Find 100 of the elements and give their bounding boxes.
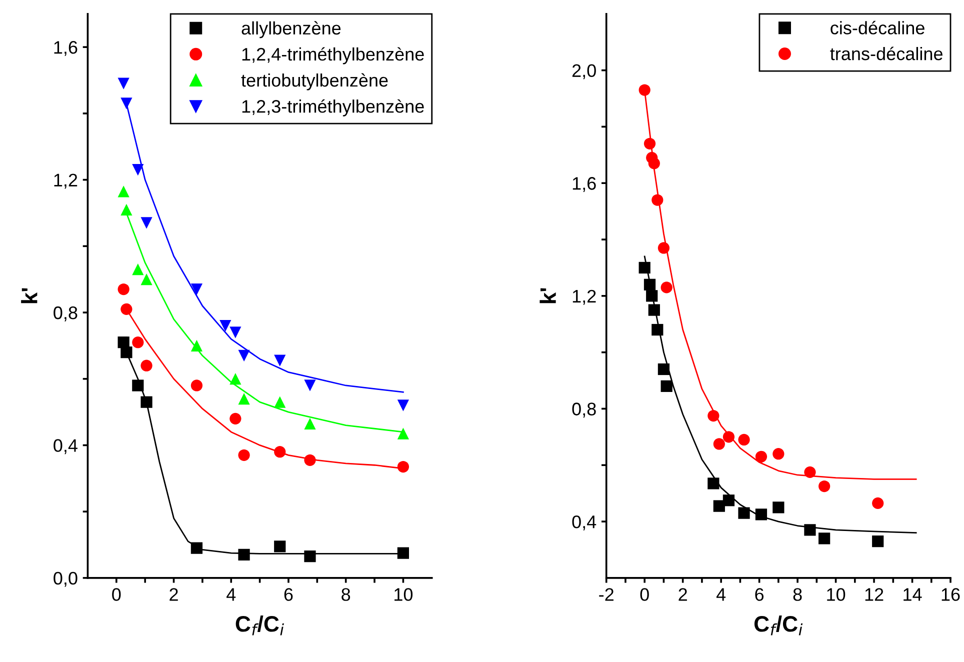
point	[304, 418, 316, 430]
point	[772, 502, 784, 514]
point	[397, 400, 410, 412]
x-axis-title: C$_{f}$/C$_{i}$	[754, 615, 803, 636]
point	[140, 274, 152, 286]
point	[120, 346, 132, 358]
point	[872, 497, 884, 510]
legend-label: 1,2,3-triméthylbenzène	[242, 99, 424, 116]
point	[397, 428, 410, 440]
point	[118, 283, 130, 296]
x-tick-label: 0	[640, 588, 649, 601]
y-tick-label: 1,6	[54, 41, 78, 56]
point	[660, 282, 672, 294]
point	[304, 550, 316, 562]
point	[638, 84, 650, 96]
y-tick-label: 1,2	[54, 174, 78, 189]
point	[118, 186, 130, 198]
point	[190, 340, 203, 352]
y-tick-label: 1,6	[572, 177, 596, 192]
point	[190, 283, 203, 296]
x-axis-title: C$_{f}$/C$_{i}$	[236, 615, 284, 636]
point	[738, 434, 750, 446]
point	[238, 449, 250, 461]
legend-label: allylbenzène	[242, 21, 341, 38]
point	[230, 326, 242, 338]
x-tick-label: 0	[112, 588, 121, 601]
point	[713, 438, 725, 450]
point	[658, 363, 670, 376]
y-tick-label: 0,8	[54, 306, 78, 322]
y-tick-label: 1,2	[572, 290, 596, 305]
y-tick-label: 0,8	[572, 402, 596, 418]
x-tick-label: 6	[284, 588, 293, 601]
point	[140, 217, 152, 229]
point	[120, 204, 132, 216]
point	[238, 350, 250, 362]
point	[397, 547, 410, 559]
point	[274, 354, 286, 366]
x-tick-label: 12	[865, 588, 884, 601]
x-tick-label: 14	[904, 588, 922, 601]
point	[238, 548, 250, 561]
point	[722, 431, 735, 443]
point	[738, 507, 750, 519]
point	[804, 524, 816, 536]
point	[238, 392, 250, 405]
y-tick-label: 2,0	[572, 64, 596, 80]
point	[274, 396, 286, 408]
legend-label: tertiobutylbenzène	[241, 73, 388, 90]
x-tick-label: 4	[226, 588, 236, 601]
point	[304, 380, 316, 392]
x-tick-label: 4	[716, 588, 726, 601]
point	[772, 448, 784, 460]
x-tick-label: 2	[170, 588, 178, 601]
point	[804, 466, 816, 478]
point	[190, 380, 203, 392]
point	[397, 460, 410, 473]
point	[660, 380, 672, 392]
x-tick-label: 8	[342, 588, 350, 601]
point	[648, 304, 660, 316]
point	[755, 450, 768, 462]
legend-label: cis-décaline	[830, 20, 924, 34]
point	[220, 320, 232, 332]
point	[140, 360, 152, 372]
point	[120, 303, 132, 315]
legend-label: trans-décaline	[830, 46, 942, 60]
point	[638, 262, 650, 274]
point	[132, 380, 144, 392]
point	[722, 494, 735, 506]
point	[818, 480, 830, 492]
x-tick-label: 2	[678, 588, 687, 601]
y-axis-title: k'	[21, 288, 38, 304]
x-tick-label: 6	[755, 588, 764, 601]
point	[274, 446, 286, 458]
x-tick-label: 16	[942, 588, 960, 601]
point	[644, 138, 656, 150]
x-tick-label: -2	[599, 588, 614, 601]
y-axis-title: k'	[540, 288, 556, 304]
point	[132, 336, 144, 348]
point	[120, 98, 132, 110]
point	[708, 478, 720, 490]
point	[872, 535, 884, 548]
point	[230, 373, 242, 385]
point	[713, 500, 725, 512]
point	[648, 158, 660, 170]
point	[132, 264, 144, 276]
x-tick-label: 8	[793, 588, 802, 601]
point	[646, 290, 658, 302]
point	[818, 532, 830, 544]
x-tick-label: 10	[394, 588, 413, 601]
point	[132, 164, 144, 176]
point	[118, 78, 130, 90]
point	[644, 278, 656, 290]
point	[755, 508, 768, 520]
point	[190, 542, 203, 554]
point	[304, 454, 316, 466]
legend-label: 1,2,4-triméthylbenzène	[242, 47, 424, 64]
point	[708, 410, 720, 422]
y-tick-label: 0,4	[54, 439, 78, 454]
point	[652, 194, 664, 206]
point	[274, 540, 286, 552]
y-tick-label: 0,4	[572, 515, 596, 530]
